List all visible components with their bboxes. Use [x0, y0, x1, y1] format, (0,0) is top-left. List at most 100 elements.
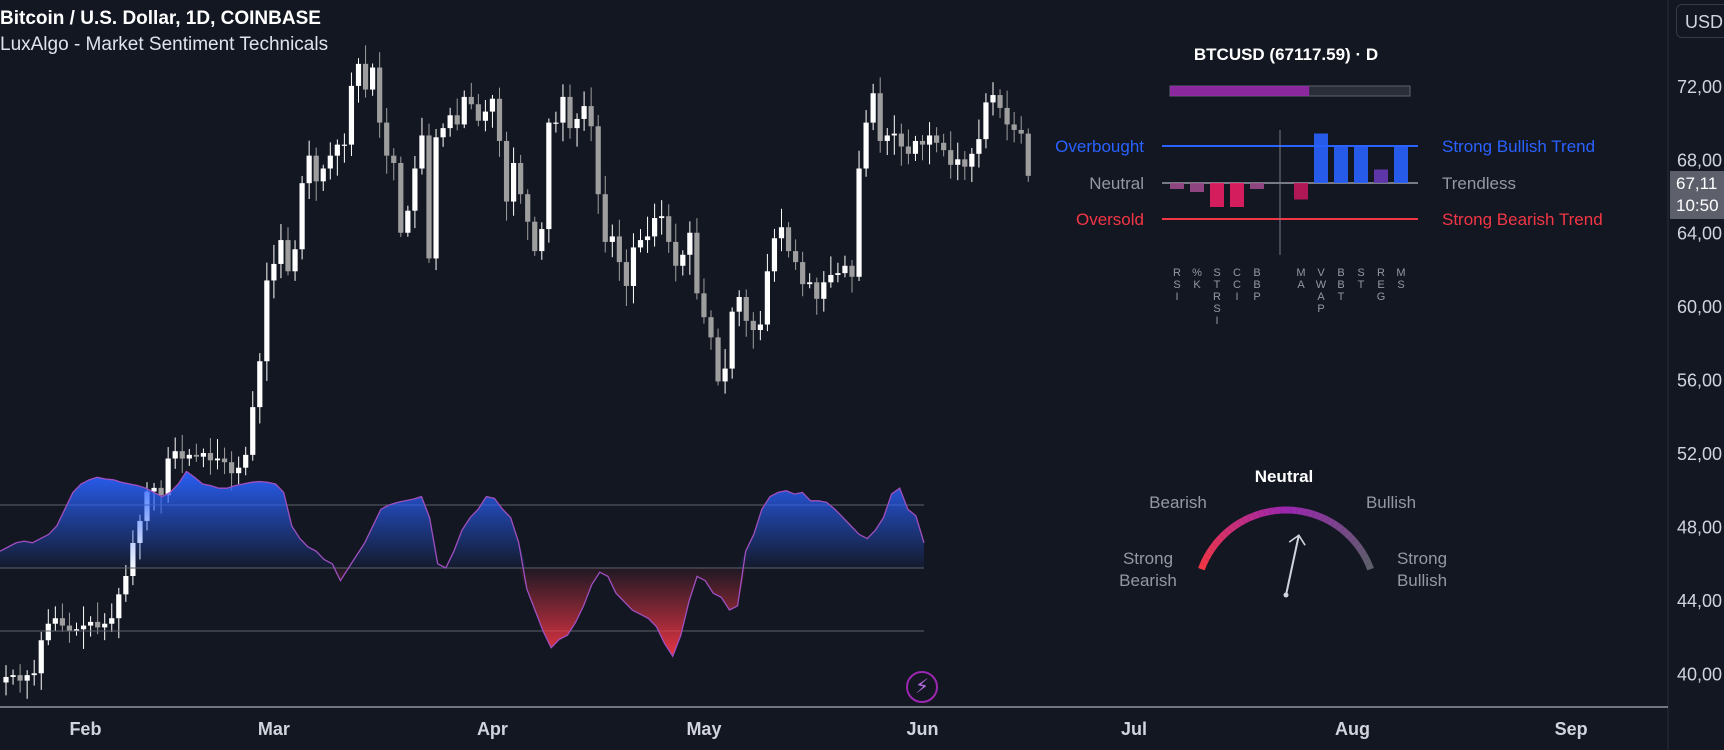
candle[interactable] [341, 133, 347, 163]
candle[interactable] [306, 140, 312, 200]
candle[interactable] [821, 271, 827, 312]
lightning-icon[interactable]: ⚡︎ [906, 671, 938, 703]
candle[interactable] [503, 131, 510, 221]
candle[interactable] [250, 391, 256, 461]
candle[interactable] [835, 262, 841, 283]
candle[interactable] [370, 63, 376, 96]
candle[interactable] [616, 219, 622, 281]
candle[interactable] [743, 289, 749, 337]
candle[interactable] [278, 224, 284, 279]
candle[interactable] [447, 107, 453, 137]
candle[interactable] [355, 58, 362, 103]
candle[interactable] [666, 204, 672, 253]
candle[interactable] [785, 222, 792, 258]
candle[interactable] [926, 122, 933, 165]
candle[interactable] [687, 221, 693, 275]
candle[interactable] [66, 612, 73, 643]
candle[interactable] [31, 659, 37, 686]
candle[interactable] [525, 189, 531, 240]
candle[interactable] [299, 175, 305, 260]
candle[interactable] [348, 72, 355, 157]
candle[interactable] [701, 278, 707, 324]
candle[interactable] [941, 133, 947, 157]
candle[interactable] [546, 118, 552, 243]
candle[interactable] [229, 451, 235, 491]
candle[interactable] [116, 587, 122, 639]
candle[interactable] [934, 127, 940, 153]
candle[interactable] [637, 229, 644, 253]
candle[interactable] [652, 203, 658, 247]
candle[interactable] [884, 127, 890, 156]
candle[interactable] [898, 123, 904, 166]
candle[interactable] [969, 147, 975, 183]
candle[interactable] [419, 117, 425, 175]
candle[interactable] [384, 108, 390, 174]
candle[interactable] [800, 251, 806, 297]
candle[interactable] [109, 603, 115, 633]
candle[interactable] [496, 87, 503, 157]
candle[interactable] [236, 456, 242, 485]
candle[interactable] [327, 142, 333, 180]
currency-button[interactable]: USD [1676, 4, 1724, 38]
candle[interactable] [10, 669, 16, 685]
candle[interactable] [842, 255, 848, 278]
candle[interactable] [398, 156, 404, 238]
candle[interactable] [997, 89, 1003, 119]
candle[interactable] [3, 665, 9, 696]
candle[interactable] [24, 670, 30, 699]
candle[interactable] [919, 135, 926, 161]
candle[interactable] [539, 222, 545, 260]
candle[interactable] [461, 90, 467, 129]
candlestick-series[interactable] [3, 45, 1031, 699]
candle[interactable] [377, 52, 383, 138]
candle[interactable] [990, 82, 996, 116]
candle[interactable] [412, 155, 418, 229]
candle[interactable] [856, 150, 862, 281]
candle[interactable] [574, 113, 580, 147]
candle[interactable] [334, 139, 340, 176]
candle[interactable] [52, 606, 58, 632]
candle[interactable] [285, 227, 291, 276]
candle[interactable] [518, 154, 524, 204]
candle[interactable] [45, 609, 51, 646]
candle[interactable] [123, 564, 129, 602]
candle[interactable] [602, 175, 608, 253]
candle[interactable] [1011, 112, 1017, 143]
candle[interactable] [193, 443, 199, 462]
candle[interactable] [313, 147, 319, 201]
candle[interactable] [362, 45, 369, 98]
candle[interactable] [644, 216, 651, 253]
candle[interactable] [186, 448, 192, 466]
candle[interactable] [257, 353, 263, 424]
candle[interactable] [391, 148, 397, 181]
candle[interactable] [489, 94, 496, 128]
candle[interactable] [694, 218, 700, 300]
candle[interactable] [405, 205, 411, 237]
candle[interactable] [214, 439, 221, 470]
candle[interactable] [588, 87, 594, 142]
candle[interactable] [948, 131, 954, 179]
candle[interactable] [793, 239, 799, 270]
candle[interactable] [891, 115, 897, 155]
candle[interactable] [736, 290, 742, 327]
candle[interactable] [708, 310, 714, 350]
candle[interactable] [511, 147, 517, 216]
candle[interactable] [292, 240, 298, 281]
candle[interactable] [59, 603, 65, 632]
candle[interactable] [454, 98, 460, 131]
candle[interactable] [595, 115, 601, 214]
candle[interactable] [750, 312, 756, 349]
candle[interactable] [426, 123, 432, 263]
candle[interactable] [680, 250, 686, 276]
indicator-name[interactable]: LuxAlgo - Market Sentiment Technicals [0, 34, 329, 55]
candle[interactable] [771, 228, 778, 282]
candle[interactable] [955, 142, 961, 181]
candle[interactable] [440, 123, 446, 147]
candle[interactable] [475, 93, 481, 127]
candle[interactable] [88, 616, 94, 637]
symbol-title[interactable]: Bitcoin / U.S. Dollar, 1D, COINBASE [0, 8, 321, 29]
candle[interactable] [560, 84, 566, 142]
candle[interactable] [433, 128, 439, 271]
candle[interactable] [673, 223, 679, 282]
